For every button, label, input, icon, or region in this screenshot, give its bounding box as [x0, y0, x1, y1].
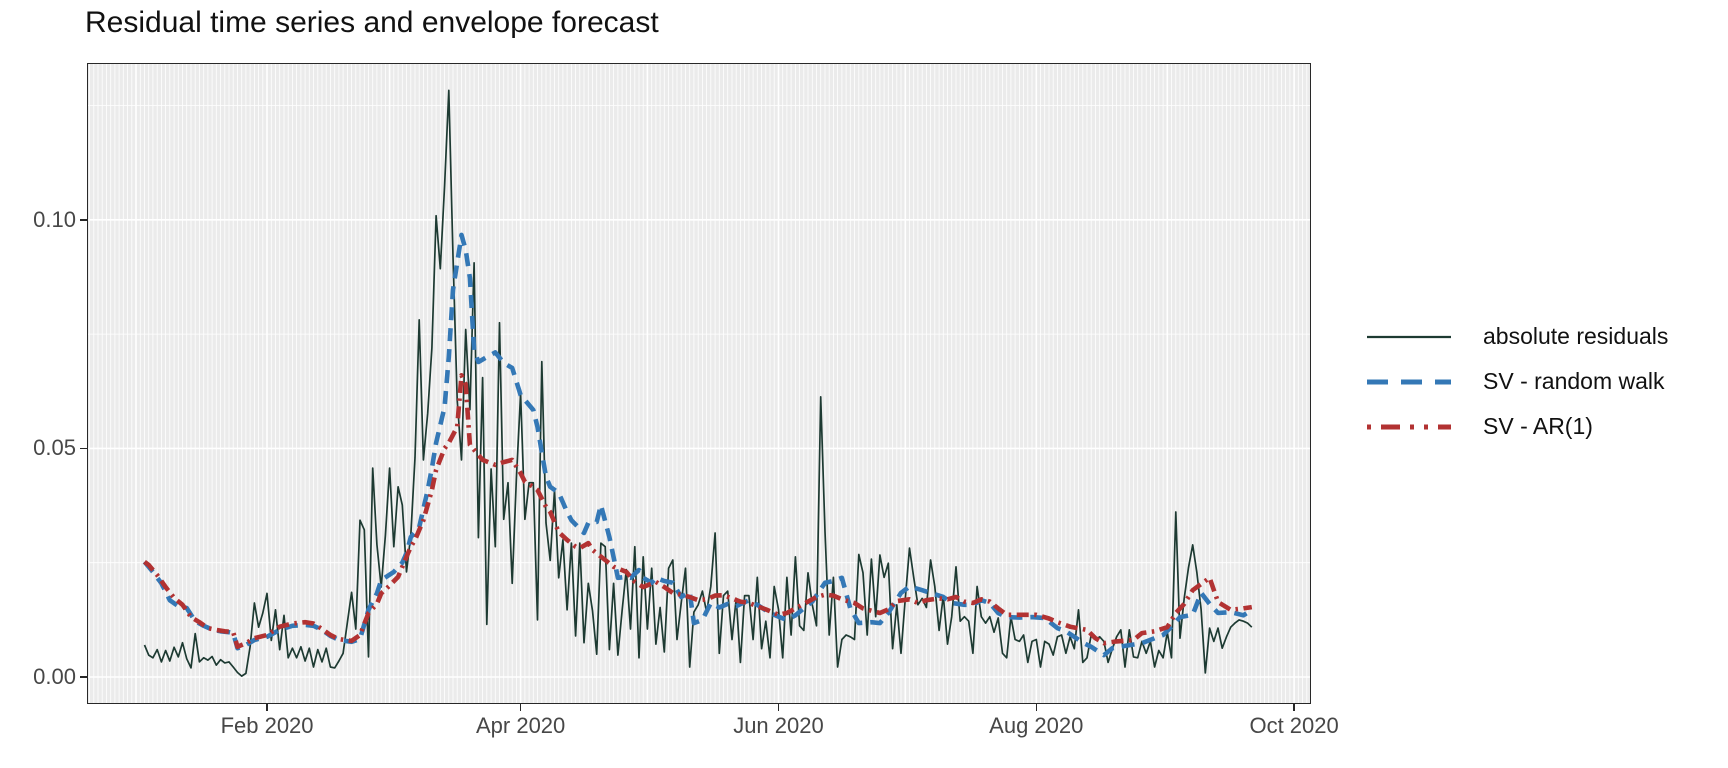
legend-label: absolute residuals	[1483, 323, 1669, 349]
series-absolute-residuals	[143, 89, 1253, 677]
legend-label: SV - AR(1)	[1483, 413, 1593, 439]
legend-item-sv-random-walk: SV - random walk	[1365, 359, 1668, 404]
dashdot-line-key-icon	[1365, 414, 1453, 440]
y-axis-tick	[80, 219, 87, 221]
plot-area	[87, 63, 1312, 704]
y-axis-tick	[80, 676, 87, 678]
x-axis-tick	[1293, 704, 1295, 711]
dashed-line-key-icon	[1365, 369, 1453, 395]
y-axis-tick	[80, 447, 87, 450]
series-sv-ar-1	[143, 372, 1253, 650]
x-tick-label: Jun 2020	[733, 713, 824, 738]
x-axis-tick	[519, 704, 522, 711]
y-tick-label: 0.05	[33, 435, 76, 461]
y-tick-label: 0.00	[33, 664, 76, 690]
x-axis-tick	[1035, 704, 1037, 711]
x-tick-label: Oct 2020	[1249, 713, 1339, 738]
x-tick-label: Apr 2020	[475, 713, 566, 738]
solid-line-key-icon	[1365, 324, 1453, 350]
legend-item-sv-ar1: SV - AR(1)	[1365, 404, 1668, 449]
x-axis-tick	[777, 704, 780, 711]
plot-panel	[87, 63, 1312, 704]
major-grid	[87, 63, 1311, 704]
series-sv-random-walk	[142, 232, 1254, 658]
x-axis-tick	[266, 704, 268, 711]
x-tick-label: Feb 2020	[220, 713, 314, 738]
minor-grid	[87, 63, 1312, 704]
legend: absolute residuals SV - random walk SV -…	[1365, 314, 1668, 449]
legend-item-absolute-residuals: absolute residuals	[1365, 314, 1668, 359]
chart-title: Residual time series and envelope foreca…	[85, 6, 659, 39]
legend-label: SV - random walk	[1483, 368, 1665, 394]
y-tick-label: 0.10	[33, 206, 76, 232]
x-tick-label: Aug 2020	[989, 713, 1084, 738]
